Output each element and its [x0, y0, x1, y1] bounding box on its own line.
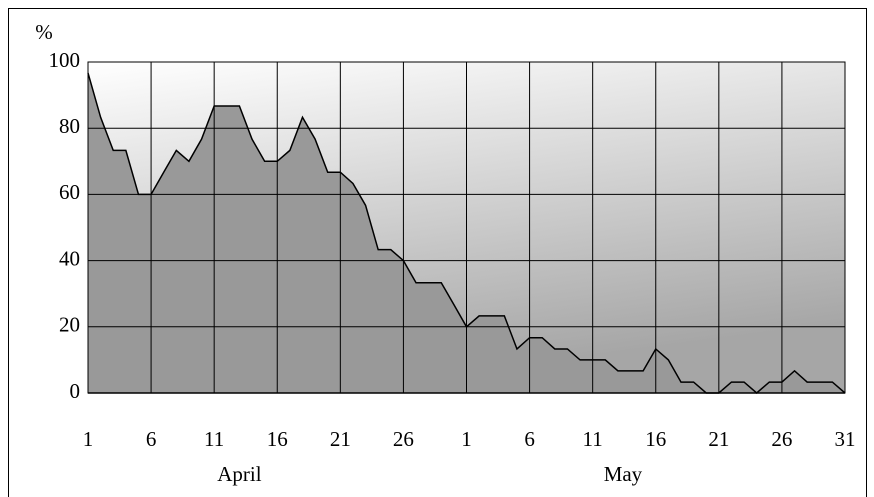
y-axis-label: %: [35, 20, 53, 44]
group-label: May: [604, 462, 643, 486]
x-tick-label: 21: [708, 427, 729, 451]
x-tick-label: 11: [583, 427, 603, 451]
x-tick-label: 16: [267, 427, 288, 451]
x-tick-label: 16: [645, 427, 666, 451]
y-tick-label: 80: [59, 114, 80, 138]
x-tick-label: 31: [835, 427, 856, 451]
x-tick-label: 1: [461, 427, 472, 451]
x-tick-label: 6: [524, 427, 535, 451]
y-tick-label: 0: [70, 379, 81, 403]
x-tick-label: 11: [204, 427, 224, 451]
x-tick-label: 1: [83, 427, 94, 451]
x-tick-label: 21: [330, 427, 351, 451]
y-tick-label: 20: [59, 313, 80, 337]
group-label: April: [217, 462, 261, 486]
y-tick-label: 40: [59, 246, 80, 270]
x-tick-label: 26: [771, 427, 792, 451]
y-tick-label: 100: [49, 48, 81, 72]
x-tick-label: 26: [393, 427, 414, 451]
y-tick-label: 60: [59, 180, 80, 204]
frame: [8, 8, 867, 497]
x-tick-label: 6: [146, 427, 157, 451]
